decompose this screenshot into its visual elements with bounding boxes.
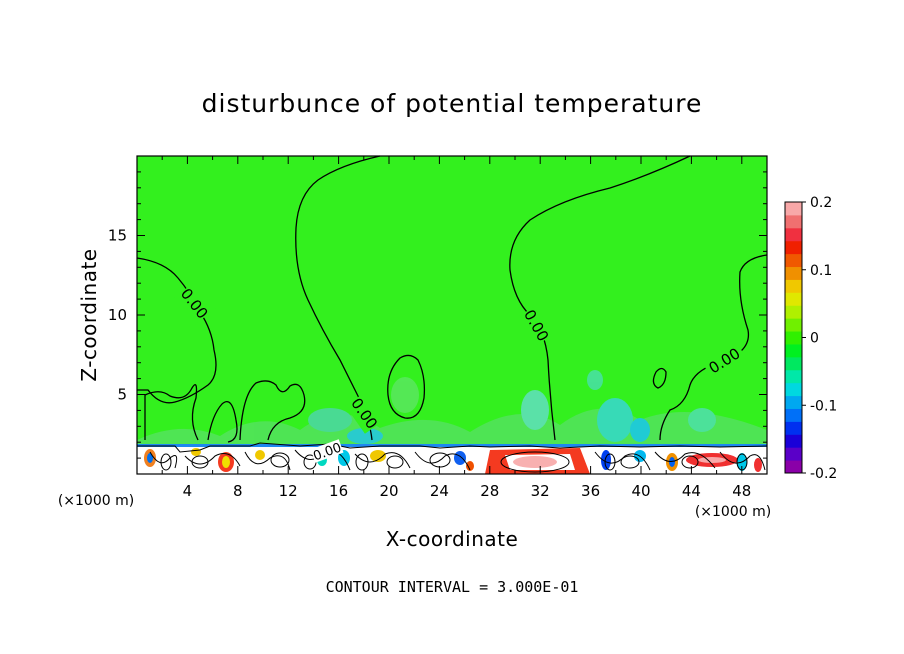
- x-tick-label: 32: [531, 482, 550, 500]
- colorbar-swatch: [785, 331, 802, 345]
- colorbar-swatch: [785, 227, 802, 242]
- colorbar-swatch: [785, 266, 802, 280]
- colorbar-swatch: [785, 382, 802, 397]
- colorbar-tick-label: -0.1: [810, 398, 837, 414]
- y-tick-label: 15: [108, 227, 127, 245]
- y-axis-label: Z-coordinate: [77, 248, 101, 381]
- colorbar-tick-labels: 0.2 0.1 0 -0.1 -0.2: [810, 195, 837, 482]
- colorbar-swatch: [785, 292, 802, 306]
- x-tick-label: 28: [480, 482, 499, 500]
- x-tick-label: 40: [631, 482, 650, 500]
- y-tick-label: 5: [117, 386, 127, 404]
- colorbar-swatch: [785, 279, 802, 293]
- colorbar-tick-label: 0.1: [810, 263, 832, 279]
- x-tick-label: 24: [430, 482, 449, 500]
- colorbar-swatch: [785, 305, 802, 319]
- colorbar-swatch: [785, 421, 802, 435]
- zero-contours: [136, 155, 768, 443]
- colorbar-tick-label: 0.2: [810, 195, 832, 211]
- colorbar-swatch: [785, 318, 802, 332]
- x-axis-label: X-coordinate: [386, 527, 519, 551]
- x-tick-label: 4: [183, 482, 193, 500]
- colorbar-swatch: [785, 447, 802, 461]
- contour-line: [295, 155, 381, 441]
- contour-line: [144, 384, 199, 441]
- contour-line: [207, 400, 238, 443]
- colorbar-swatch: [785, 356, 802, 371]
- colorbar: [784, 201, 806, 474]
- x-tick-label: 44: [682, 482, 701, 500]
- colorbar-swatch: [785, 408, 802, 422]
- colorbar-swatch: [785, 214, 802, 229]
- x-tick-labels: 4 8 12 16 20 24 28 32 36 40 44 48: [183, 482, 752, 500]
- contour-line: [239, 380, 306, 441]
- colorbar-swatch: [785, 369, 802, 384]
- colorbar-tick-label: 0: [810, 331, 819, 347]
- y-tick-labels: 5 10 15: [108, 227, 127, 404]
- contour-line: [387, 354, 426, 419]
- x-unit-left: (×1000 m): [58, 493, 134, 509]
- x-tick-label: 16: [329, 482, 348, 500]
- x-tick-label: 20: [379, 482, 398, 500]
- x-unit-right: (×1000 m): [695, 504, 771, 520]
- y-tick-label: 10: [108, 306, 127, 324]
- colorbar-swatch: [785, 240, 802, 255]
- contour-line: [136, 257, 217, 404]
- colorbar-swatch: [785, 253, 802, 268]
- x-tick-label: 8: [233, 482, 243, 500]
- colorbar-swatch: [785, 460, 802, 474]
- colorbar-swatch: [785, 434, 802, 448]
- plot-area: 0.00 0.00 0.00 0.00 0.00: [136, 155, 768, 475]
- colorbar-swatch: [785, 343, 802, 358]
- chart-title: disturbunce of potential temperature: [202, 89, 703, 118]
- colorbar-swatch: [785, 395, 802, 409]
- field-shading: [137, 370, 767, 446]
- colorbar-tick-label: -0.2: [810, 466, 837, 482]
- x-tick-label: 12: [279, 482, 298, 500]
- surface-layer: [137, 442, 768, 474]
- axis-ticks: [137, 156, 767, 474]
- contour-line: [509, 155, 691, 441]
- x-tick-label: 48: [732, 482, 751, 500]
- contour-interval-note: CONTOUR INTERVAL = 3.000E-01: [326, 578, 579, 596]
- contour-line: [652, 367, 667, 389]
- x-tick-label: 36: [581, 482, 600, 500]
- colorbar-swatch: [785, 202, 802, 216]
